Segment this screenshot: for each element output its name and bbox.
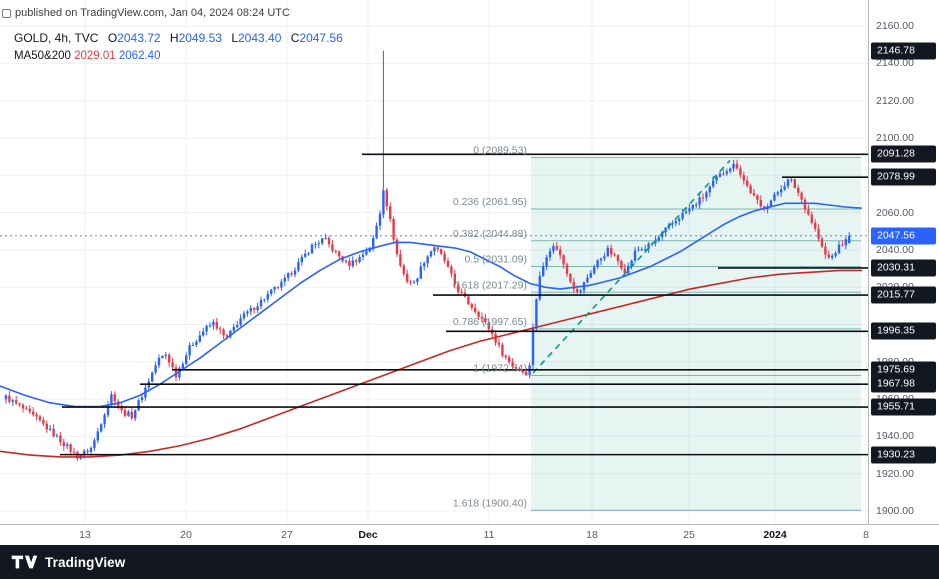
price-axis-label: 1900.00 — [876, 505, 914, 517]
price-level-badge: 2015.77 — [871, 286, 936, 304]
time-axis-label: 27 — [281, 529, 293, 541]
price-axis-label: 2060.00 — [876, 206, 914, 219]
price-axis-label: 2040.00 — [876, 243, 914, 256]
attribution-line: published on TradingView.com, Jan 04, 20… — [2, 7, 290, 19]
time-axis[interactable]: 13 20 27 Dec 11 18 25 2024 8 — [0, 525, 939, 545]
last-price-badge: 2047.56 — [871, 227, 936, 245]
price-level-badge: 2146.78 — [871, 42, 936, 60]
price-axis-label: 1940.00 — [876, 430, 914, 443]
ohlc-high: H2049.53 — [169, 31, 222, 45]
chart-canvas[interactable]: 0 (2089.53) 0.236 (2061.95) 0.382 (2044.88… — [0, 0, 868, 524]
svg-text:0 (2089.53): 0 (2089.53) — [473, 145, 527, 157]
ma-value-blue: 2062.40 — [118, 50, 161, 62]
horizontal-level-lines — [60, 153, 868, 456]
price-axis-label: 2160.00 — [876, 20, 914, 33]
ma-label: MA50&200 — [14, 50, 71, 62]
price-level-badge: 1967.98 — [871, 375, 936, 393]
price-axis-label: 1920.00 — [876, 467, 914, 480]
svg-text:1.618 (1900.40): 1.618 (1900.40) — [453, 497, 527, 509]
fib-labels: 0 (2089.53) 0.236 (2061.95) 0.382 (2044.88… — [453, 145, 527, 510]
time-axis-label: 13 — [79, 529, 91, 541]
fib-shaded-zone — [531, 157, 861, 511]
footer-brand-text[interactable]: TradingView — [45, 554, 126, 570]
svg-text:0.382 (2044.88): 0.382 (2044.88) — [453, 228, 527, 240]
time-axis-label: 18 — [586, 529, 598, 541]
time-axis-label: 20 — [180, 529, 192, 541]
ohlc-close: C2047.56 — [290, 31, 343, 45]
price-level-badge: 1930.23 — [871, 446, 936, 464]
svg-text:1 (1972.64): 1 (1972.64) — [473, 363, 527, 375]
svg-text:0.236 (2061.95): 0.236 (2061.95) — [453, 196, 527, 208]
time-axis-label: 2024 — [763, 529, 787, 541]
footer-bar: TradingView — [0, 545, 939, 579]
tradingview-logo-icon[interactable] — [11, 553, 38, 571]
axis-separator-vertical — [868, 0, 869, 545]
price-level-badge: 1996.35 — [871, 322, 936, 340]
attribution-icon — [2, 8, 11, 18]
ohlc-open: O2043.72 — [107, 31, 161, 45]
price-level-badge: 1975.69 — [871, 361, 936, 379]
price-level-badge: 2078.99 — [871, 168, 936, 186]
attribution-text: published on TradingView.com, Jan 04, 20… — [15, 7, 290, 19]
svg-text:0.786 (1997.65): 0.786 (1997.65) — [453, 316, 527, 328]
time-axis-label: 8 — [863, 529, 869, 541]
ohlc-low: L2043.40 — [231, 31, 282, 45]
price-axis-label: 2120.00 — [876, 94, 914, 107]
price-axis[interactable]: 2160.00 2140.00 2120.00 2100.00 2060.00 2040.… — [869, 0, 939, 524]
symbol-ohlc-line[interactable]: GOLD, 4h, TVC O2043.72 H2049.53 L2043.40… — [14, 31, 349, 45]
symbol-title: GOLD, 4h, TVC — [14, 31, 99, 45]
ma-indicator-line[interactable]: MA50&200 2029.01 2062.40 — [14, 50, 160, 62]
ma50-line — [0, 202, 863, 408]
price-level-badge: 2030.31 — [871, 259, 936, 277]
svg-text:0.5 (2031.09): 0.5 (2031.09) — [465, 254, 527, 266]
gridlines — [0, 0, 868, 524]
svg-text:0.618 (2017.29): 0.618 (2017.29) — [453, 279, 527, 291]
time-axis-label: Dec — [358, 529, 378, 541]
axis-separator-horizontal — [0, 524, 939, 525]
time-axis-label: 25 — [683, 529, 695, 541]
chart-svg[interactable]: 0 (2089.53) 0.236 (2061.95) 0.382 (2044.88… — [0, 0, 868, 524]
price-axis-label: 2100.00 — [876, 132, 914, 144]
price-level-badge: 2091.28 — [871, 145, 936, 163]
price-level-badge: 1955.71 — [871, 398, 936, 416]
price-axis-label: 2140.00 — [876, 57, 914, 70]
ma-value-red: 2029.01 — [74, 50, 116, 62]
trendline — [532, 159, 731, 374]
ma200-line — [0, 269, 863, 458]
time-axis-label: 11 — [483, 529, 495, 541]
